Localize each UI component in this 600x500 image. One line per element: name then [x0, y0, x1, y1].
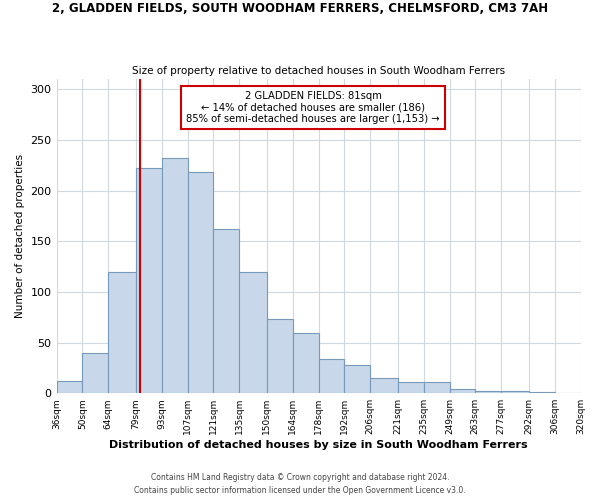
Bar [239, 272, 267, 393]
Text: 2, GLADDEN FIELDS, SOUTH WOODHAM FERRERS, CHELMSFORD, CM3 7AH: 2, GLADDEN FIELDS, SOUTH WOODHAM FERRERS… [52, 2, 548, 16]
Bar [475, 391, 501, 393]
Text: Contains HM Land Registry data © Crown copyright and database right 2024.
Contai: Contains HM Land Registry data © Crown c… [134, 474, 466, 495]
Bar [82, 352, 108, 393]
Bar [293, 334, 319, 393]
X-axis label: Distribution of detached houses by size in South Woodham Ferrers: Distribution of detached houses by size … [109, 440, 528, 450]
Bar [214, 229, 239, 393]
Bar [56, 381, 82, 393]
Bar [398, 382, 424, 393]
Text: 2 GLADDEN FIELDS: 81sqm
← 14% of detached houses are smaller (186)
85% of semi-d: 2 GLADDEN FIELDS: 81sqm ← 14% of detache… [186, 91, 440, 124]
Y-axis label: Number of detached properties: Number of detached properties [15, 154, 25, 318]
Bar [501, 391, 529, 393]
Bar [424, 382, 449, 393]
Title: Size of property relative to detached houses in South Woodham Ferrers: Size of property relative to detached ho… [132, 66, 505, 76]
Bar [344, 365, 370, 393]
Bar [136, 168, 162, 393]
Bar [108, 272, 136, 393]
Bar [529, 392, 554, 393]
Bar [449, 389, 475, 393]
Bar [162, 158, 188, 393]
Bar [267, 319, 293, 393]
Bar [370, 378, 398, 393]
Bar [319, 359, 344, 393]
Bar [188, 172, 214, 393]
